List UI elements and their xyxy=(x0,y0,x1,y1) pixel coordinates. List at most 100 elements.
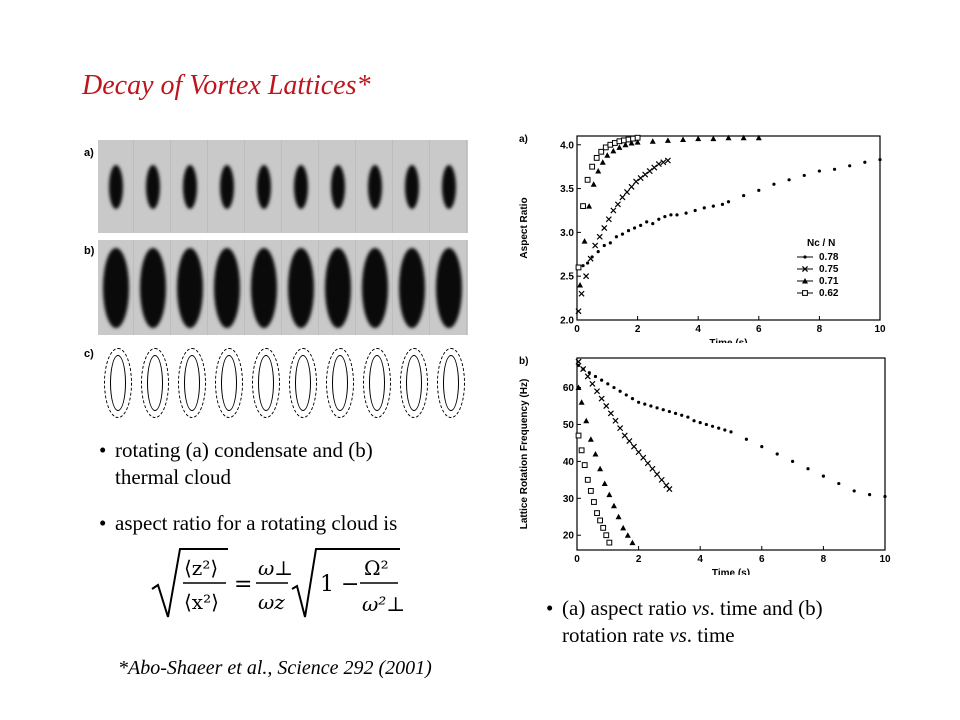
legend-entry: 0.78 xyxy=(819,252,839,263)
thermal-frame xyxy=(135,240,171,335)
y-tick-label: 40 xyxy=(563,457,575,468)
thermal-ellipse xyxy=(289,347,317,418)
data-point xyxy=(619,194,626,201)
thermal-frame xyxy=(172,240,208,335)
x-axis-label: Time (s) xyxy=(712,568,750,575)
data-point xyxy=(634,134,641,141)
bullet-charts: • (a) aspect ratio vs. time and (b) rota… xyxy=(546,595,823,649)
ellipse-pair xyxy=(137,345,173,420)
thermal-cloud xyxy=(324,247,351,328)
data-point xyxy=(586,261,590,265)
bullet-text-line: thermal cloud xyxy=(115,465,232,489)
condensate-cloud xyxy=(256,164,271,209)
legend-entry: 0.62 xyxy=(819,288,839,299)
data-point xyxy=(742,193,746,198)
data-point xyxy=(693,208,697,213)
y-tick-label: 2.0 xyxy=(560,316,574,327)
data-point xyxy=(878,158,882,162)
data-point xyxy=(848,164,852,168)
y-tick-label: 60 xyxy=(563,383,575,394)
data-point xyxy=(646,168,653,175)
thermal-ellipse xyxy=(400,347,428,418)
data-point xyxy=(704,422,708,427)
data-point xyxy=(661,408,665,412)
thermal-ellipse xyxy=(104,347,132,418)
data-point xyxy=(626,438,633,445)
data-point xyxy=(725,134,732,141)
data-point xyxy=(599,159,606,165)
data-point xyxy=(581,238,588,244)
data-point xyxy=(594,510,600,516)
data-point xyxy=(837,481,841,486)
data-point xyxy=(757,188,761,192)
condensate-ellipse xyxy=(184,354,200,411)
condensate-cloud xyxy=(182,164,197,209)
x-tick-label: 10 xyxy=(879,554,891,565)
condensate-cloud xyxy=(108,164,123,209)
thermal-frame xyxy=(209,240,245,335)
data-point xyxy=(578,399,585,405)
bullet-text-line: rotation rate vs. time xyxy=(562,623,735,647)
thermal-ellipse xyxy=(215,347,243,418)
data-point xyxy=(883,494,887,499)
data-point xyxy=(603,532,610,539)
data-point xyxy=(802,173,806,178)
condensate-ellipse xyxy=(147,354,163,411)
data-point xyxy=(601,480,608,487)
data-point xyxy=(744,437,748,441)
data-point xyxy=(593,155,600,161)
condensate-ellipse xyxy=(258,354,274,411)
data-point xyxy=(584,373,591,380)
legend-title: Nc / N xyxy=(807,238,835,249)
x-tick-label: 2 xyxy=(636,554,642,565)
bullet-text-line: rotating (a) condensate and (b) xyxy=(115,438,373,462)
bullet-aspect-ratio: • aspect ratio for a rotating cloud is xyxy=(99,510,397,537)
data-point xyxy=(673,411,678,415)
thermal-cloud-image-strip xyxy=(98,240,468,335)
data-point xyxy=(630,397,635,401)
x-tick-label: 4 xyxy=(695,324,701,335)
condensate-frame xyxy=(135,140,171,233)
data-point xyxy=(657,217,661,221)
data-point xyxy=(590,181,597,187)
data-point xyxy=(640,454,647,461)
bullet-dot: • xyxy=(99,438,107,462)
condensate-cloud xyxy=(367,164,382,209)
data-point xyxy=(597,517,603,524)
data-point xyxy=(711,204,715,208)
data-point xyxy=(578,290,585,297)
data-point xyxy=(620,232,625,236)
data-point xyxy=(649,138,656,144)
series-0.71 xyxy=(575,384,636,546)
data-point xyxy=(698,421,702,425)
thermal-cloud xyxy=(287,247,314,328)
thermal-cloud xyxy=(176,247,203,328)
data-point xyxy=(717,426,721,430)
aspect-ratio-chart: a) 0 2 4 6 8 10 2.0 2.5 3.0 3.5 4.0 Time (s) Aspect R… xyxy=(519,134,886,343)
thermal-frame xyxy=(98,240,134,335)
data-point xyxy=(606,491,613,498)
thermal-ellipse xyxy=(178,347,206,418)
y-tick-label: 50 xyxy=(563,420,575,431)
data-point xyxy=(612,417,619,424)
data-point xyxy=(664,137,671,143)
formula-one-minus: 1 − xyxy=(320,572,359,597)
data-point xyxy=(608,241,612,245)
data-point xyxy=(663,215,667,219)
ellipse-pair xyxy=(359,345,395,420)
legend-marker xyxy=(802,278,808,284)
data-point xyxy=(607,410,614,417)
data-point xyxy=(593,374,598,379)
thermal-frame xyxy=(394,240,430,335)
ellipse-pair xyxy=(396,345,432,420)
aspect-ratio-formula: ⟨z²⟩ ⟨x²⟩ = ω⊥ ωz 1 − Ω² ω²⊥ xyxy=(151,548,405,618)
legend-entry: 0.71 xyxy=(819,276,839,287)
y-tick-label: 20 xyxy=(563,531,575,542)
y-tick-label: 4.0 xyxy=(560,140,574,151)
data-point xyxy=(575,308,582,315)
data-point xyxy=(615,513,622,520)
data-point xyxy=(702,206,706,210)
data-point xyxy=(639,223,643,227)
data-point xyxy=(614,201,621,208)
data-point xyxy=(660,159,667,166)
